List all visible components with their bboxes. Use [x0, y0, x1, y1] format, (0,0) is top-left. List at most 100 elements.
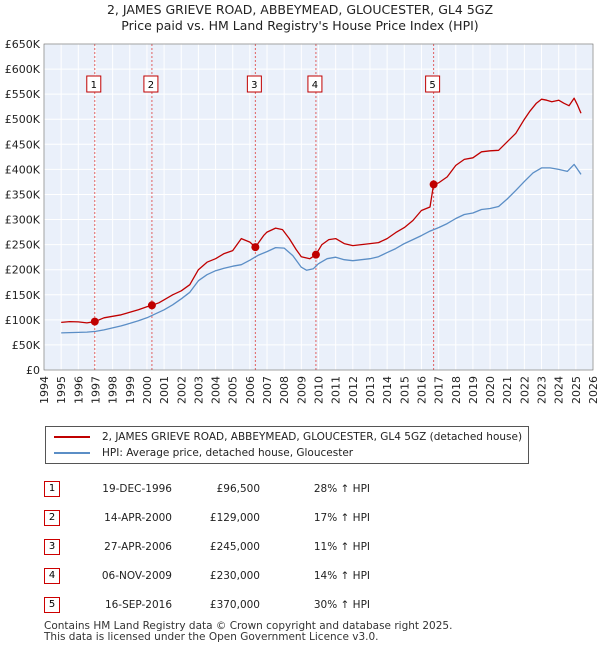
- sale-marker-box-frame: [307, 75, 323, 93]
- table-row: 5 16-SEP-2016 £370,000 30% ↑ HPI: [44, 590, 370, 619]
- y-tick-label: £0: [26, 364, 40, 377]
- x-tick-label: 2016: [415, 376, 428, 404]
- x-tick-label: 2008: [278, 376, 291, 404]
- legend-swatch-hpi: [54, 452, 90, 454]
- sale-date: 14-APR-2000: [104, 511, 172, 524]
- y-tick-label: £650K: [5, 38, 41, 51]
- sale-marker-label: 3: [251, 80, 257, 91]
- sale-badge: 5: [44, 596, 60, 613]
- property-series-line: [61, 97, 582, 324]
- x-tick-label: 2020: [484, 376, 497, 404]
- hpi-series-line: [61, 163, 582, 334]
- sale-point: [429, 180, 438, 189]
- y-tick-label: £450K: [5, 138, 41, 151]
- table-row: 2 14-APR-2000 £129,000 17% ↑ HPI: [44, 503, 370, 532]
- y-tick-label: £200K: [5, 264, 41, 277]
- x-tick-label: 2026: [587, 376, 600, 404]
- x-tick-label: 2003: [192, 376, 205, 404]
- sale-badge: 1: [44, 480, 60, 497]
- sale-badge: 4: [44, 567, 60, 584]
- table-row: 3 27-APR-2006 £245,000 11% ↑ HPI: [44, 532, 370, 561]
- footer-licence: This data is licensed under the Open Gov…: [44, 631, 379, 643]
- x-tick-label: 2018: [450, 376, 463, 404]
- sale-marker-box: 4: [307, 75, 323, 93]
- x-tick-label: 2009: [295, 376, 308, 404]
- legend-label-property: 2, JAMES GRIEVE ROAD, ABBEYMEAD, GLOUCES…: [102, 431, 523, 443]
- x-tick-label: 2014: [381, 376, 394, 404]
- x-tick-label: 2013: [364, 376, 377, 404]
- x-tick-label: 2025: [570, 376, 583, 404]
- legend-item-property: 2, JAMES GRIEVE ROAD, ABBEYMEAD, GLOUCES…: [54, 429, 522, 445]
- x-tick-label: 2019: [467, 376, 480, 404]
- sale-marker-box: 3: [246, 75, 262, 93]
- sale-price: £96,500: [216, 482, 260, 495]
- sale-marker-box-frame: [246, 75, 262, 93]
- sales-table: 1 19-DEC-1996 £96,500 28% ↑ HPI 2 14-APR…: [44, 474, 370, 619]
- sale-badge: 2: [44, 509, 60, 526]
- x-tick-label: 2002: [175, 376, 188, 404]
- x-tick-label: 2004: [210, 376, 223, 404]
- y-tick-label: £100K: [5, 314, 41, 327]
- x-tick-label: 1994: [38, 376, 51, 404]
- footer-copyright: Contains HM Land Registry data © Crown c…: [44, 620, 453, 632]
- x-tick-label: 2023: [536, 376, 549, 404]
- sale-hpi-diff: 14% ↑ HPI: [313, 569, 370, 582]
- sale-marker-label: 1: [91, 80, 97, 91]
- x-tick-label: 1997: [89, 376, 102, 404]
- x-tick-label: 2012: [347, 376, 360, 404]
- sale-hpi-diff: 30% ↑ HPI: [313, 598, 370, 611]
- sale-marker-box-frame: [86, 75, 102, 93]
- x-tick-label: 2000: [141, 376, 154, 404]
- x-tick-label: 2006: [244, 376, 257, 404]
- x-tick-label: 1998: [107, 376, 120, 404]
- sale-date: 19-DEC-1996: [102, 482, 172, 495]
- x-tick-label: 2024: [553, 376, 566, 404]
- table-row: 4 06-NOV-2009 £230,000 14% ↑ HPI: [44, 561, 370, 590]
- y-tick-label: £600K: [5, 63, 41, 76]
- chart-subtitle: Price paid vs. HM Land Registry's House …: [121, 18, 479, 33]
- x-tick-label: 2011: [330, 376, 343, 404]
- legend-item-hpi: HPI: Average price, detached house, Glou…: [54, 445, 353, 461]
- sale-marker-box: 5: [425, 75, 441, 93]
- y-tick-label: £300K: [5, 214, 41, 227]
- x-tick-label: 2007: [261, 376, 274, 404]
- x-tick-label: 2010: [313, 376, 326, 404]
- y-tick-label: £500K: [5, 113, 41, 126]
- sale-date: 06-NOV-2009: [101, 569, 172, 582]
- table-row: 1 19-DEC-1996 £96,500 28% ↑ HPI: [44, 474, 370, 503]
- sale-price: £230,000: [209, 569, 260, 582]
- x-tick-label: 1995: [55, 376, 68, 404]
- legend: 2, JAMES GRIEVE ROAD, ABBEYMEAD, GLOUCES…: [45, 426, 529, 464]
- sale-marker-box-frame: [143, 75, 159, 93]
- sale-point: [90, 317, 99, 326]
- sale-point: [311, 250, 320, 259]
- sale-hpi-diff: 17% ↑ HPI: [313, 511, 370, 524]
- sale-point: [251, 243, 260, 252]
- legend-swatch-property: [54, 436, 90, 438]
- y-tick-label: £50K: [12, 339, 41, 352]
- sale-marker-label: 5: [429, 80, 435, 91]
- sale-price: £129,000: [209, 511, 260, 524]
- y-tick-label: £250K: [5, 239, 41, 252]
- plot-border: [43, 43, 594, 371]
- sale-price: £370,000: [209, 598, 260, 611]
- x-tick-label: 2005: [227, 376, 240, 404]
- sale-marker-label: 2: [148, 80, 154, 91]
- x-tick-label: 2017: [433, 376, 446, 404]
- sale-point: [147, 301, 156, 310]
- y-tick-label: £400K: [5, 163, 41, 176]
- sale-price: £245,000: [209, 540, 260, 553]
- y-tick-label: £150K: [5, 289, 41, 302]
- sale-date: 16-SEP-2016: [104, 598, 172, 611]
- x-tick-label: 1996: [72, 376, 85, 404]
- sale-hpi-diff: 28% ↑ HPI: [313, 482, 370, 495]
- sale-marker-box: 2: [143, 75, 159, 93]
- x-tick-label: 1999: [124, 376, 137, 404]
- x-tick-label: 2021: [501, 376, 514, 404]
- sale-marker-box-frame: [425, 75, 441, 93]
- chart-title: 2, JAMES GRIEVE ROAD, ABBEYMEAD, GLOUCES…: [106, 2, 494, 17]
- y-tick-label: £350K: [5, 188, 41, 201]
- price-chart: £0 £50K £100K £150K £200K £250K £300K £350K £400…: [5, 38, 600, 404]
- x-tick-label: 2001: [158, 376, 171, 404]
- x-tick-label: 2015: [398, 376, 411, 404]
